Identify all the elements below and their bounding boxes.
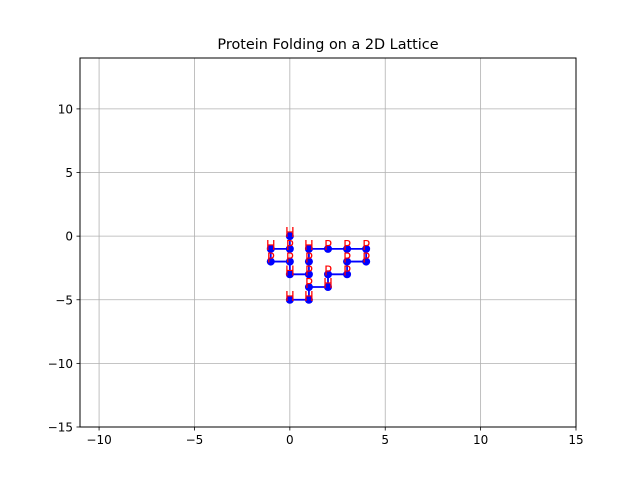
y-tick-label: −15 bbox=[48, 421, 73, 435]
residue-marker bbox=[304, 270, 313, 279]
residue-label: P bbox=[324, 264, 332, 279]
axes: −10 −5 0 5 10 15 −15 −10 −5 0 5 10 bbox=[48, 102, 584, 447]
residue-marker bbox=[324, 244, 332, 253]
residue-marker bbox=[285, 232, 294, 241]
residue-marker bbox=[343, 244, 352, 253]
residue-label: P bbox=[343, 264, 351, 279]
residue-marker bbox=[304, 295, 313, 304]
residue-label: H bbox=[304, 239, 314, 254]
x-tick-label: 5 bbox=[381, 433, 389, 447]
plot-frame bbox=[79, 57, 577, 428]
residue-label: H bbox=[285, 290, 295, 305]
residue-label: P bbox=[286, 252, 294, 267]
residue-marker bbox=[304, 244, 313, 253]
residue-marker bbox=[324, 283, 332, 292]
residue-label: H bbox=[323, 277, 333, 292]
residue-label: H bbox=[304, 290, 314, 305]
residue-label: P bbox=[305, 252, 313, 267]
y-tick-label: 10 bbox=[58, 102, 73, 116]
residue-markers bbox=[266, 232, 371, 304]
residue-marker bbox=[285, 270, 294, 279]
residue-marker bbox=[266, 244, 275, 253]
y-tick-label: 5 bbox=[65, 166, 73, 180]
residue-marker bbox=[285, 295, 294, 304]
residue-marker bbox=[362, 244, 371, 253]
x-tick-label: 10 bbox=[473, 433, 488, 447]
residue-label: H bbox=[266, 239, 276, 254]
residue-marker bbox=[285, 244, 294, 253]
residue-label: P bbox=[286, 239, 294, 254]
y-tick-label: −5 bbox=[55, 293, 73, 307]
residue-marker bbox=[343, 270, 352, 279]
residue-marker bbox=[304, 257, 313, 266]
residue-label: P bbox=[305, 264, 313, 279]
x-tick-label: 15 bbox=[568, 433, 583, 447]
residue-label: P bbox=[305, 277, 313, 292]
residue-label: P bbox=[343, 239, 351, 254]
residue-marker bbox=[343, 257, 352, 266]
residue-label: H bbox=[285, 264, 295, 279]
residue-marker bbox=[324, 270, 332, 279]
x-tick-label: −5 bbox=[186, 433, 204, 447]
residue-label: P bbox=[324, 239, 332, 254]
residue-marker bbox=[285, 257, 294, 266]
residue-label: P bbox=[362, 239, 370, 254]
residue-marker bbox=[304, 283, 313, 292]
y-tick-label: −10 bbox=[48, 357, 73, 371]
residue-label: P bbox=[343, 252, 351, 267]
residue-label: P bbox=[362, 252, 370, 267]
residue-marker bbox=[362, 257, 371, 266]
x-tick-label: 0 bbox=[286, 433, 294, 447]
residue-label: H bbox=[285, 226, 295, 241]
residue-marker bbox=[266, 257, 275, 266]
x-tick-label: −10 bbox=[86, 433, 111, 447]
y-tick-label: 0 bbox=[65, 230, 73, 244]
residue-label: P bbox=[267, 252, 275, 267]
chart-title: Protein Folding on a 2D Lattice bbox=[217, 37, 438, 53]
